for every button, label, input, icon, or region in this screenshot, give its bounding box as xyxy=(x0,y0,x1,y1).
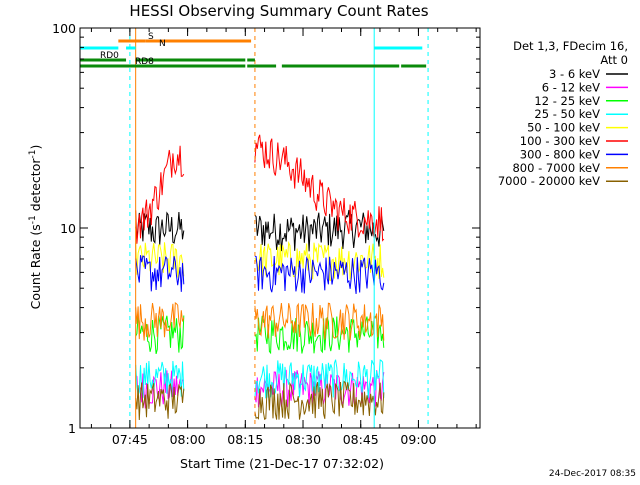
series-line-3-seg1 xyxy=(254,359,385,399)
legend-subtitle: Att 0 xyxy=(600,53,628,67)
legend-label-6: 300 - 800 keV xyxy=(520,147,600,161)
y-axis-label-base: Count Rate (s xyxy=(28,224,43,309)
series-line-5-seg1 xyxy=(254,134,385,242)
legend-label-1: 6 - 12 keV xyxy=(542,80,600,94)
x-axis-label: Start Time (21-Dec-17 07:32:02) xyxy=(180,456,384,471)
x-tick-label-0: 07:45 xyxy=(112,432,148,447)
x-tick-label-3: 08:30 xyxy=(285,432,321,447)
y-axis-label: Count Rate (s-1 detector-1) xyxy=(28,145,43,310)
x-tick-label-1: 08:00 xyxy=(170,432,206,447)
data-layer xyxy=(129,28,429,428)
chart-title: HESSI Observing Summary Count Rates xyxy=(129,2,428,20)
legend-label-4: 50 - 100 keV xyxy=(527,121,600,135)
y-axis-label-mid: detector xyxy=(28,158,43,216)
flag-layer: RD0 RD8 SN xyxy=(80,32,427,68)
legend-label-8: 7000 - 20000 keV xyxy=(498,174,600,188)
series-line-6-seg1 xyxy=(254,255,385,294)
legend-label-3: 25 - 50 keV xyxy=(534,107,600,121)
x-tick-label-4: 08:45 xyxy=(343,432,379,447)
series-line-8-seg1 xyxy=(254,380,385,420)
y-axis-label-sup1: -1 xyxy=(28,215,38,224)
series-line-7-seg0 xyxy=(135,301,185,341)
series-line-8-seg0 xyxy=(135,382,185,421)
y-tick-label-2: 100 xyxy=(52,21,76,36)
series-line-5-seg0 xyxy=(135,145,185,244)
series-line-4-seg1 xyxy=(254,240,385,282)
series-line-0-seg1 xyxy=(254,209,385,252)
flag-label-rd0: RD0 xyxy=(100,51,119,61)
x-tick-label-2: 08:15 xyxy=(227,432,263,447)
y-tick-label-0: 1 xyxy=(68,421,76,436)
y-axis-label-end: ) xyxy=(28,145,43,150)
legend-label-5: 100 - 300 keV xyxy=(520,134,600,148)
timestamp: 24-Dec-2017 08:35 xyxy=(549,469,636,479)
axis-layer: 07:45 08:00 08:15 08:30 08:45 09:00 1 10 100 xyxy=(52,21,481,447)
legend-label-2: 12 - 25 keV xyxy=(534,94,600,108)
legend-label-0: 3 - 6 keV xyxy=(549,67,600,81)
flag-label-rd8: RD8 xyxy=(135,57,154,67)
series-line-3-seg0 xyxy=(135,360,185,399)
legend-label-7: 800 - 7000 keV xyxy=(512,161,600,175)
series-line-4-seg0 xyxy=(135,242,185,278)
y-axis-label-sup2: -1 xyxy=(28,150,38,159)
flag-label-n: N xyxy=(159,39,166,49)
legend-title: Det 1,3, FDecim 16, xyxy=(513,39,628,53)
series-line-6-seg0 xyxy=(135,255,185,292)
flag-label-s: S xyxy=(148,32,154,42)
series-line-7-seg1 xyxy=(254,302,385,341)
y-tick-label-1: 10 xyxy=(60,221,76,236)
series-line-2-seg1 xyxy=(254,315,385,355)
x-tick-label-5: 09:00 xyxy=(400,432,436,447)
